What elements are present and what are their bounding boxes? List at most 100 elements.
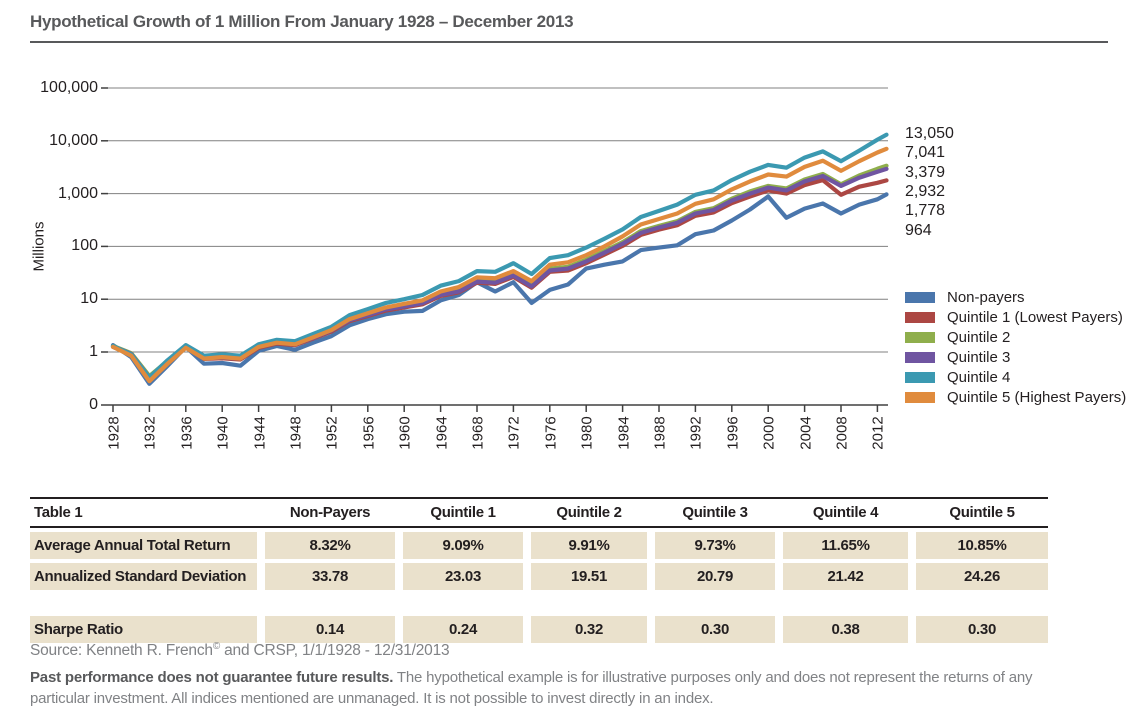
x-axis-tick-label: 1964 — [433, 416, 451, 450]
legend-item-quintile-2: Quintile 2 — [905, 329, 1011, 346]
series-line-non-payers — [110, 192, 889, 386]
x-axis-tick-label: 1968 — [469, 416, 487, 450]
x-axis-tick-label: 1976 — [542, 416, 560, 450]
y-axis-tick-label: 100 — [71, 237, 98, 255]
legend-swatch-icon — [905, 332, 935, 343]
legend-item-non-payers: Non-payers — [905, 289, 1025, 306]
legend-swatch-icon — [905, 292, 935, 303]
summary-table: Table 1 Non-Payers Quintile 1 Quintile 2 Qui… — [30, 497, 1048, 643]
row-label: Average Annual Total Return — [30, 532, 257, 559]
x-axis-tick-label: 1944 — [251, 416, 269, 450]
legend-item-quintile-5-highest-payers: Quintile 5 (Highest Payers) — [905, 389, 1127, 406]
series-line-quintile-1-lowest-payers — [110, 178, 889, 381]
x-axis-tick-label: 1980 — [578, 416, 596, 450]
x-axis-tick-label: 1996 — [724, 416, 742, 450]
legend-item-quintile-3: Quintile 3 — [905, 349, 1011, 366]
x-axis-tick-label: 2012 — [869, 416, 887, 450]
series-line-quintile-3 — [110, 166, 889, 380]
value-cell: 0.30 — [655, 616, 775, 643]
legend-swatch-icon — [905, 392, 935, 403]
x-axis-tick-label: 1928 — [105, 416, 123, 450]
source-line: Source: Kenneth R. French© and CRSP, 1/1… — [30, 641, 450, 660]
y-axis-title: Millions — [30, 221, 48, 272]
copyright-symbol: © — [212, 641, 220, 652]
y-axis-tick-label: 100,000 — [40, 79, 98, 96]
row-label: Sharpe Ratio — [30, 616, 257, 643]
growth-line-chart — [101, 87, 889, 412]
y-axis-tick-label: 1 — [89, 343, 98, 360]
row-label: Annualized Standard Deviation — [30, 563, 257, 590]
end-value-label: 13,050 — [905, 125, 954, 142]
column-header: Quintile 5 — [949, 504, 1015, 521]
value-cell: 9.73% — [655, 532, 775, 559]
value-cell: 0.38 — [783, 616, 908, 643]
table-row-sharpe-ratio: Sharpe Ratio 0.14 0.24 0.32 0.30 0.38 0.30 — [30, 616, 1048, 643]
legend-label: Quintile 4 — [947, 369, 1011, 386]
page-title: Hypothetical Growth of 1 Million From Ja… — [30, 12, 574, 31]
value-cell: 10.85% — [916, 532, 1048, 559]
end-value-label: 964 — [905, 221, 932, 239]
x-axis-tick-label: 1940 — [214, 416, 232, 450]
x-axis-tick-label: 2008 — [833, 416, 851, 450]
x-axis-tick-label: 2004 — [797, 416, 815, 450]
column-header: Quintile 1 — [430, 504, 496, 521]
column-header: Quintile 2 — [556, 504, 622, 521]
legend-label: Quintile 2 — [947, 329, 1011, 346]
end-value-label: 7,041 — [905, 144, 946, 162]
y-axis-tick-label: 10,000 — [49, 131, 98, 149]
legend-label: Non-payers — [947, 289, 1025, 306]
end-value-label: 2,932 — [905, 182, 946, 200]
table-row-average-annual-total-return: Average Annual Total Return 8.32% 9.09% 9.9… — [30, 532, 1048, 559]
x-axis-tick-label: 1972 — [505, 416, 523, 450]
x-axis-tick-label: 1956 — [360, 416, 378, 450]
source-text: Source: Kenneth R. French — [30, 642, 213, 660]
series-line-quintile-2 — [110, 163, 889, 379]
legend-label: Quintile 1 (Lowest Payers) — [947, 309, 1123, 326]
y-axis-tick-label: 0 — [89, 396, 98, 413]
value-cell: 0.32 — [531, 616, 647, 643]
value-cell: 21.42 — [783, 563, 908, 590]
disclaimer-bold: Past performance does not guarantee futu… — [30, 669, 394, 686]
x-axis-tick-label: 1992 — [687, 416, 705, 450]
value-cell: 20.79 — [655, 563, 775, 590]
legend-swatch-icon — [905, 312, 935, 323]
value-cell: 8.32% — [265, 532, 395, 559]
legend-swatch-icon — [905, 372, 935, 383]
legend-item-quintile-4: Quintile 4 — [905, 369, 1011, 386]
value-cell: 0.14 — [265, 616, 395, 643]
value-cell: 33.78 — [265, 563, 395, 590]
column-header: Quintile 3 — [682, 504, 748, 521]
table-header-row: Table 1 Non-Payers Quintile 1 Quintile 2 Qui… — [30, 499, 1048, 528]
end-value-label: 3,379 — [905, 163, 946, 181]
disclaimer: Past performance does not guarantee futu… — [30, 667, 1044, 709]
series-line-quintile-5-highest-payers — [110, 146, 889, 384]
title-divider — [30, 41, 1108, 43]
x-axis-tick-label: 1984 — [615, 416, 633, 450]
y-axis-tick-label: 10 — [80, 290, 98, 308]
value-cell: 0.24 — [403, 616, 523, 643]
disclaimer-text: The hypothetical example is for illustra… — [30, 669, 1033, 707]
x-axis-tick-label: 2000 — [760, 416, 778, 450]
end-value-label: 1,778 — [905, 202, 946, 220]
table-title: Table 1 — [34, 504, 83, 521]
legend-swatch-icon — [905, 352, 935, 363]
x-axis-tick-label: 1960 — [396, 416, 414, 450]
series-line-quintile-4 — [110, 132, 889, 380]
legend-item-quintile-1-lowest-payers: Quintile 1 (Lowest Payers) — [905, 309, 1123, 326]
x-axis-tick-label: 1932 — [141, 416, 159, 450]
x-axis-tick-label: 1988 — [651, 416, 669, 450]
value-cell: 0.30 — [916, 616, 1048, 643]
value-cell: 11.65% — [783, 532, 908, 559]
x-axis-tick-label: 1948 — [287, 416, 305, 450]
column-header: Quintile 4 — [812, 504, 879, 521]
legend-label: Quintile 5 (Highest Payers) — [947, 389, 1127, 406]
value-cell: 24.26 — [916, 563, 1048, 590]
y-axis-tick-label: 1,000 — [57, 184, 98, 202]
value-cell: 9.91% — [531, 532, 647, 559]
value-cell: 19.51 — [531, 563, 647, 590]
x-axis-tick-label: 1952 — [323, 416, 341, 450]
table-row-annualized-standard-deviation: Annualized Standard Deviation 33.78 23.03 1… — [30, 563, 1048, 590]
x-axis-tick-label: 1936 — [178, 416, 196, 450]
legend-label: Quintile 3 — [947, 349, 1011, 366]
